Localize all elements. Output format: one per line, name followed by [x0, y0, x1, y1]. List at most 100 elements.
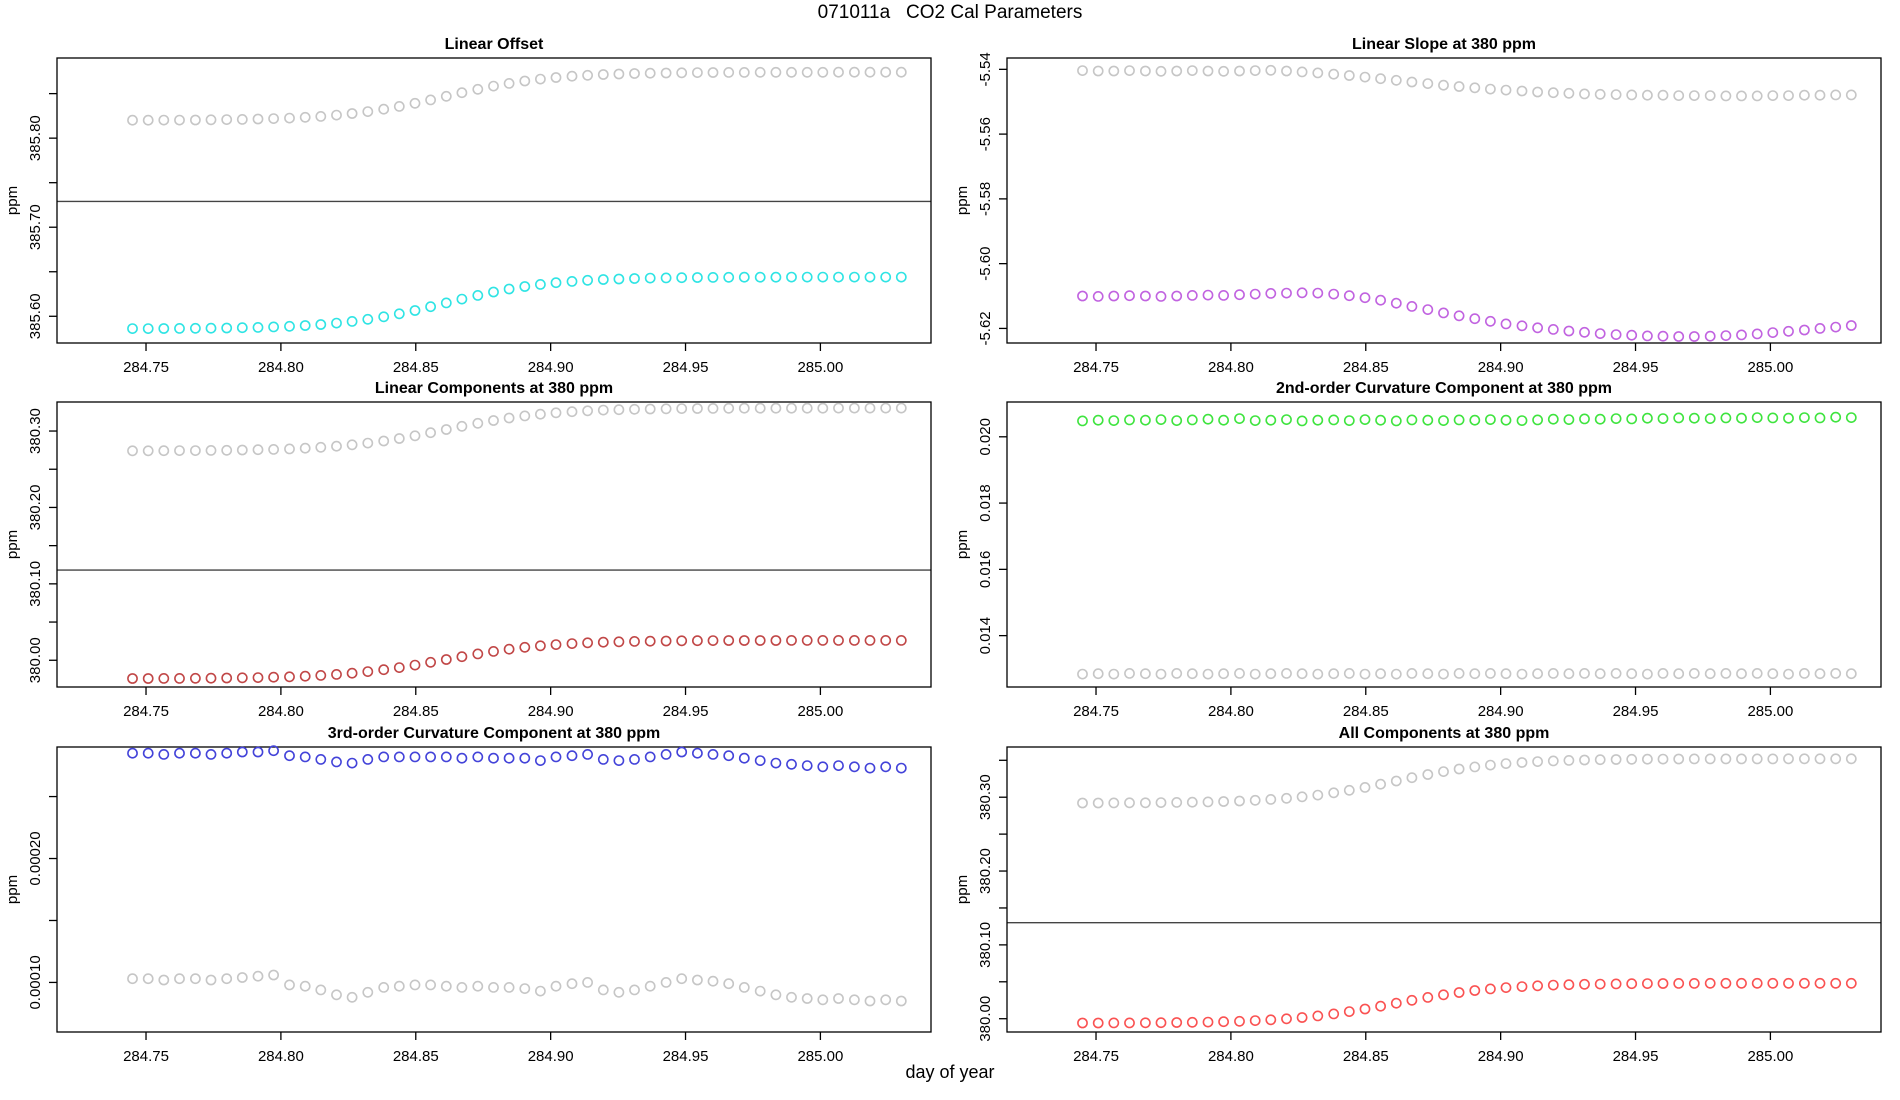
- data-point-cyan-series: [676, 272, 688, 284]
- data-point-red-series: [1218, 1016, 1229, 1028]
- data-point-gray-series: [817, 402, 829, 414]
- data-point-gray-series: [1783, 753, 1794, 765]
- data-point-darkred-series: [566, 638, 578, 649]
- data-point-cyan-series: [833, 271, 844, 283]
- data-point-gray-series: [738, 981, 750, 993]
- data-point-blue-series: [770, 757, 782, 769]
- data-point-gray-series: [1249, 668, 1261, 680]
- data-point-red-series: [1642, 978, 1653, 989]
- data-point-orchid-series: [1469, 313, 1481, 325]
- data-point-darkred-series: [801, 634, 813, 646]
- data-point-darkred-series: [299, 670, 311, 682]
- data-point-darkred-series: [127, 673, 138, 684]
- data-point-gray-series: [1516, 757, 1528, 768]
- data-point-green-series: [1485, 414, 1496, 425]
- data-point-red-series: [1375, 1000, 1386, 1012]
- data-point-gray-series: [707, 403, 719, 414]
- data-point-gray-series: [1830, 667, 1842, 679]
- data-point-gray-series: [331, 440, 342, 452]
- data-point-orchid-series: [1296, 287, 1308, 299]
- data-point-gray-series: [1485, 83, 1496, 95]
- data-point-red-series: [1155, 1017, 1167, 1029]
- data-point-gray-series: [1186, 796, 1198, 808]
- data-point-cyan-series: [456, 293, 468, 305]
- data-point-gray-series: [1657, 667, 1669, 679]
- data-point-green-series: [1814, 412, 1826, 424]
- data-point-cyan-series: [629, 273, 640, 284]
- y-tick-label: -5.62: [977, 311, 994, 345]
- data-point-blue-series: [817, 761, 829, 773]
- subplot-title: Linear Components at 380 ppm: [375, 380, 613, 397]
- data-point-gray-series: [1751, 753, 1763, 765]
- data-point-green-series: [1594, 413, 1606, 425]
- data-point-gray-series: [425, 94, 436, 106]
- data-point-gray-series: [801, 993, 813, 1004]
- data-point-darkred-series: [692, 635, 703, 647]
- data-point-blue-series: [644, 751, 656, 763]
- data-point-gray-series: [519, 410, 531, 422]
- subplot-canvas-linear-offset: Linear Offset 385.60 385.70 385.80 284.75 284…: [4, 36, 932, 376]
- y-tick-label: 380.20: [977, 848, 994, 894]
- data-point-gray-series: [644, 403, 656, 415]
- data-point-gray-series: [1296, 791, 1308, 803]
- data-point-orchid-series: [1234, 289, 1245, 301]
- data-point-gray-series: [723, 67, 735, 78]
- x-tick-label: 284.90: [528, 359, 574, 375]
- data-point-cyan-series: [566, 275, 578, 287]
- data-point-red-series: [1610, 978, 1622, 990]
- data-point-green-series: [1516, 415, 1528, 426]
- data-point-gray-series: [1202, 796, 1214, 808]
- data-point-gray-series: [880, 66, 892, 78]
- data-point-gray-series: [1688, 667, 1700, 679]
- data-point-gray-series: [205, 114, 217, 126]
- subplot-linear-components-at-380-ppm: Linear Components at 380 ppm 380.00 380.10…: [0, 374, 950, 720]
- data-point-green-series: [1186, 414, 1198, 426]
- x-tick-label: 284.95: [663, 359, 709, 375]
- data-point-gray-series: [738, 402, 750, 414]
- data-point-green-series: [1626, 413, 1638, 425]
- data-point-gray-series: [488, 981, 499, 993]
- data-point-orchid-series: [1422, 304, 1434, 315]
- data-point-gray-series: [597, 404, 609, 416]
- data-point-gray-series: [1626, 668, 1638, 680]
- data-point-orchid-series: [1124, 290, 1135, 302]
- data-point-gray-series: [1265, 668, 1277, 680]
- data-point-darkred-series: [550, 639, 562, 650]
- data-point-green-series: [1830, 411, 1842, 423]
- data-point-red-series: [1688, 977, 1700, 989]
- data-point-gray-series: [378, 435, 390, 447]
- data-point-red-series: [1453, 987, 1465, 998]
- data-point-gray-series: [1186, 668, 1198, 680]
- data-point-gray-series: [1485, 667, 1496, 679]
- data-point-gray-series: [1108, 65, 1120, 77]
- data-point-gray-series: [488, 80, 499, 92]
- data-point-gray-series: [409, 430, 421, 442]
- data-point-gray-series: [1265, 794, 1277, 805]
- x-tick-label: 284.85: [1343, 703, 1389, 719]
- data-point-blue-series: [895, 762, 907, 774]
- data-point-gray-series: [1736, 753, 1747, 765]
- data-point-darkred-series: [880, 634, 892, 646]
- plot-box: [1006, 746, 1882, 1033]
- data-point-gray-series: [597, 69, 609, 80]
- data-point-green-series: [1704, 413, 1716, 424]
- plot-box: [1006, 57, 1882, 344]
- x-tick-label: 284.80: [258, 359, 304, 375]
- data-point-gray-series: [1249, 794, 1261, 806]
- data-point-cyan-series: [299, 320, 311, 331]
- data-point-gray-series: [127, 114, 138, 126]
- data-point-gray-series: [1767, 668, 1779, 680]
- data-point-gray-series: [676, 67, 688, 79]
- data-point-blue-series: [676, 746, 688, 758]
- data-point-darkred-series: [236, 672, 248, 684]
- data-point-green-series: [1092, 414, 1104, 426]
- data-point-green-series: [1453, 414, 1465, 426]
- data-point-gray-series: [1124, 65, 1135, 76]
- data-point-green-series: [1438, 415, 1449, 426]
- data-point-blue-series: [535, 755, 546, 766]
- data-point-gray-series: [550, 407, 562, 419]
- data-point-red-series: [1563, 979, 1575, 991]
- data-point-darkred-series: [754, 635, 766, 646]
- data-point-gray-series: [315, 441, 327, 453]
